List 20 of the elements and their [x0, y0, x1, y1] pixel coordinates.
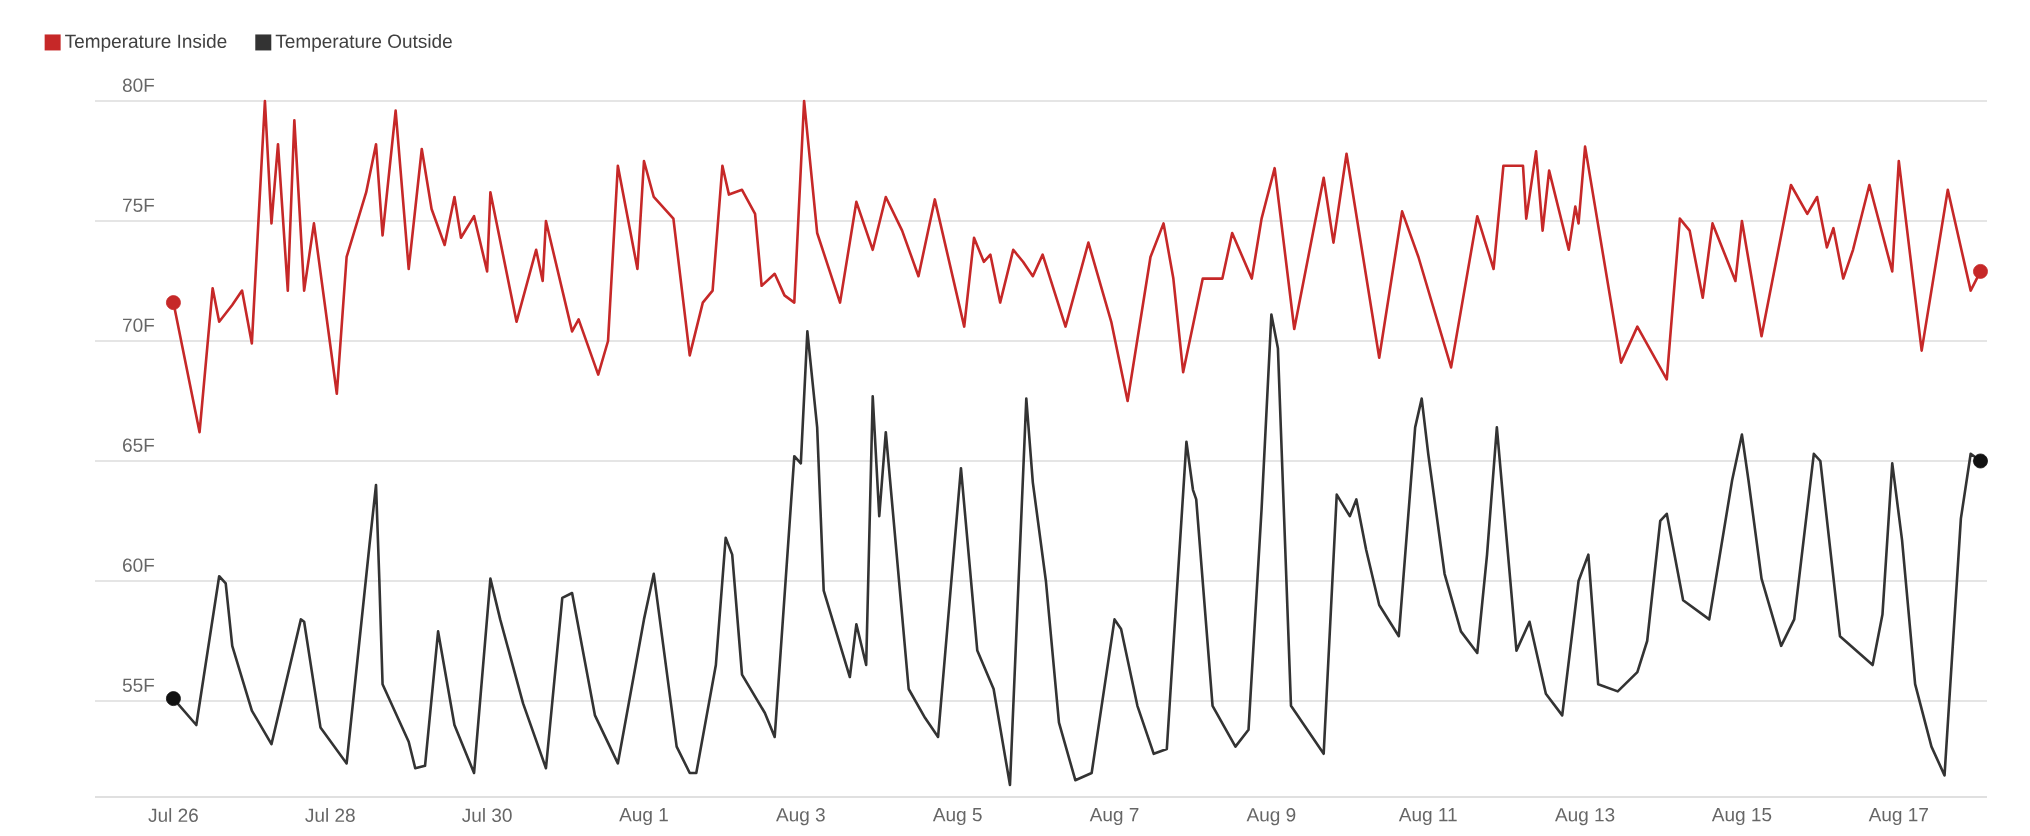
x-tick-label: Aug 13 [1555, 808, 1615, 826]
x-tick-label: Aug 7 [1089, 808, 1139, 826]
y-tick-label: 60F [123, 558, 155, 572]
legend-label: Temperature Outside [275, 34, 452, 52]
y-tick-label: 75F [123, 198, 155, 212]
x-tick-label: Aug 1 [619, 808, 668, 826]
x-tick-label: Aug 5 [932, 808, 982, 826]
x-tick-label: Jul 30 [462, 808, 512, 823]
x-tick-label: Jul 26 [148, 808, 198, 823]
x-tick-label: Jul 28 [305, 808, 355, 823]
x-tick-label: Aug 3 [776, 808, 825, 826]
legend-label: Temperature Inside [65, 34, 227, 52]
y-tick-label: 80F [122, 78, 155, 92]
x-tick-label: Aug 17 [1868, 808, 1928, 826]
x-tick-label: Aug 15 [1711, 808, 1772, 826]
x-tick-label: Aug 9 [1246, 808, 1296, 826]
y-tick-label: 70F [123, 318, 155, 332]
x-tick-label: Aug 11 [1398, 808, 1457, 826]
y-tick-label: 65F [123, 438, 155, 452]
y-tick-label: 55F [122, 678, 155, 692]
